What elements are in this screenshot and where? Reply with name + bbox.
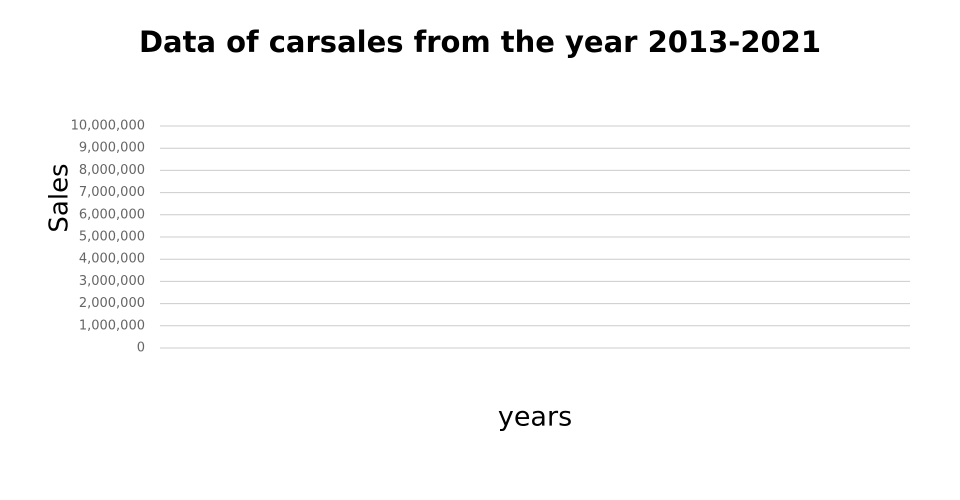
x-axis-label: years	[498, 402, 572, 433]
y-tick-label: 3,000,000	[79, 274, 145, 289]
y-tick-label: 10,000,000	[71, 119, 145, 134]
y-tick-label: 9,000,000	[79, 141, 145, 156]
y-tick-label: 2,000,000	[79, 296, 145, 311]
y-tick-label: 7,000,000	[79, 185, 145, 200]
y-tick-label: 1,000,000	[79, 318, 145, 333]
y-tick-label: 6,000,000	[79, 207, 145, 222]
chart-title: Data of carsales from the year 2013-2021	[139, 25, 821, 59]
y-axis-label: Sales	[45, 163, 75, 232]
y-tick-label: 4,000,000	[79, 252, 145, 267]
y-tick-label: 8,000,000	[79, 163, 145, 178]
y-tick-label: 0	[137, 341, 145, 356]
y-tick-label: 5,000,000	[79, 230, 145, 245]
